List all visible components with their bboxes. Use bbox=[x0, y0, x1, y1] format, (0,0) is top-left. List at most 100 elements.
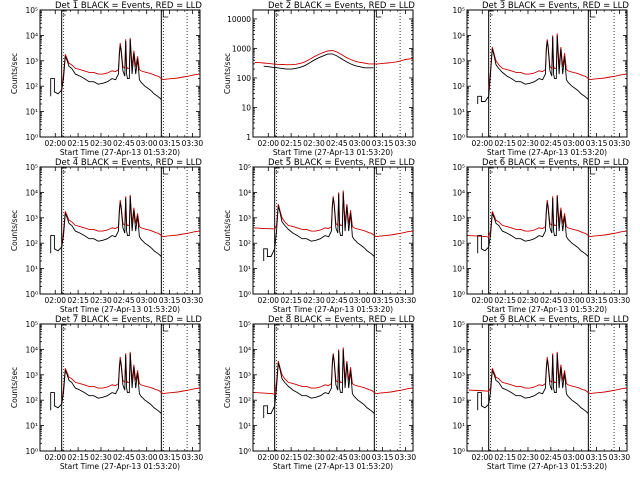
y-tick-label: 10⁵ bbox=[238, 163, 251, 172]
y-tick-label: 10¹ bbox=[238, 422, 251, 431]
y-tick-label: 10⁵ bbox=[25, 163, 38, 172]
y-ticks bbox=[253, 9, 413, 138]
x-tick-label: 03:00 bbox=[563, 453, 585, 462]
marker-flag bbox=[275, 10, 280, 16]
y-ticks bbox=[40, 167, 200, 295]
x-tick-label: 02:15 bbox=[280, 296, 302, 305]
x-axis-label: Start Time (27-Apr-13 01:53:20) bbox=[60, 462, 180, 471]
marker-flag bbox=[62, 324, 67, 330]
x-tick-label: 03:15 bbox=[372, 453, 394, 462]
panel-title: Det 5̅ BLACK = Events, RED = LLD bbox=[268, 156, 415, 168]
y-tick-label: 10² bbox=[25, 239, 38, 248]
y-axis-label: Counts/sec bbox=[10, 53, 19, 94]
x-tick-label: 03:00 bbox=[563, 296, 585, 305]
x-tick-label: 02:30 bbox=[517, 453, 539, 462]
x-tick-label: 02:30 bbox=[303, 296, 325, 305]
marker-flag bbox=[62, 10, 67, 16]
plot-frame bbox=[252, 323, 414, 452]
panel-det2: Det 2̅ BLACK = Events, RED = LLD 1 10 100 10… bbox=[223, 0, 416, 157]
y-tick-label: 10² bbox=[25, 396, 38, 405]
marker-flag bbox=[62, 167, 67, 173]
plot-frame bbox=[466, 323, 628, 452]
x-tick-label: 03:15 bbox=[586, 139, 608, 148]
x-tick-label: 02:30 bbox=[90, 296, 112, 305]
y-tick-label: 10¹ bbox=[238, 265, 251, 274]
y-tick-label: 10⁵ bbox=[25, 320, 38, 329]
x-tick-label: 03:00 bbox=[349, 139, 371, 148]
series-line-lld bbox=[468, 194, 627, 238]
x-tick-label: 03:30 bbox=[609, 139, 631, 148]
marker-flag bbox=[589, 10, 596, 18]
panel-title: Det 4̅ BLACK = Events, RED = LLD bbox=[55, 156, 202, 168]
y-tick-label: 10¹ bbox=[25, 108, 38, 117]
x-axis-label: Start Time (27-Apr-13 01:53:20) bbox=[60, 148, 180, 157]
y-ticks bbox=[253, 324, 413, 452]
x-tick-label: 03:30 bbox=[609, 453, 631, 462]
y-axis-label: Counts/sec bbox=[223, 367, 232, 408]
y-tick-label: 10⁴ bbox=[452, 31, 465, 40]
y-axis-label: Counts/sec bbox=[10, 367, 19, 408]
x-tick-label: 03:15 bbox=[372, 296, 394, 305]
y-tick-label: 10⁵ bbox=[452, 163, 465, 172]
x-tick-label: 03:15 bbox=[159, 296, 181, 305]
y-tick-label: 1 bbox=[246, 133, 251, 142]
y-tick-label: 10⁴ bbox=[238, 188, 251, 197]
y-tick-label: 1000 bbox=[232, 44, 251, 53]
y-tick-label: 10² bbox=[452, 82, 465, 91]
y-tick-label: 10¹ bbox=[452, 265, 465, 274]
panel-det6: Det 6̅ BLACK = Events, RED = LLD 10⁰ 10¹ 10… bbox=[452, 156, 630, 314]
series-line-events bbox=[263, 349, 375, 418]
marker-flag bbox=[589, 167, 596, 175]
x-tick-label: 02:30 bbox=[90, 139, 112, 148]
plot-frame bbox=[466, 166, 628, 295]
y-tick-label: 10³ bbox=[452, 371, 465, 380]
x-tick-label: 02:15 bbox=[280, 139, 302, 148]
x-tick-label: 02:45 bbox=[326, 296, 348, 305]
x-tick-label: 03:00 bbox=[563, 139, 585, 148]
x-tick-label: 02:00 bbox=[44, 139, 66, 148]
x-tick-label: 02:15 bbox=[67, 139, 89, 148]
x-tick-label: 03:30 bbox=[182, 453, 204, 462]
y-ticks bbox=[467, 10, 627, 138]
x-tick-label: 03:00 bbox=[136, 139, 158, 148]
y-axis-label: Counts/sec bbox=[223, 53, 232, 94]
series-line-lld bbox=[254, 347, 413, 395]
marker-flag bbox=[275, 324, 280, 330]
x-tick-label: 03:00 bbox=[136, 296, 158, 305]
x-tick-label: 02:15 bbox=[494, 139, 516, 148]
x-tick-label: 02:00 bbox=[471, 453, 493, 462]
x-axis-label: Start Time (27-Apr-13 01:53:20) bbox=[273, 148, 393, 157]
panel-title: Det 1̅ BLACK = Events, RED = LLD bbox=[55, 0, 202, 11]
plot-frame bbox=[252, 9, 414, 138]
y-tick-label: 10⁰ bbox=[25, 133, 38, 142]
series-line-events bbox=[477, 353, 589, 414]
y-tick-label: 10⁴ bbox=[25, 188, 38, 197]
y-tick-label: 10³ bbox=[452, 57, 465, 66]
x-tick-label: 02:45 bbox=[113, 296, 135, 305]
marker-flag bbox=[589, 324, 596, 332]
y-tick-label: 10⁵ bbox=[238, 320, 251, 329]
x-tick-label: 03:15 bbox=[159, 453, 181, 462]
y-tick-label: 10¹ bbox=[452, 108, 465, 117]
panel-title: Det 8̅ BLACK = Events, RED = LLD bbox=[268, 313, 415, 325]
y-ticks bbox=[40, 10, 200, 138]
x-tick-label: 02:00 bbox=[471, 139, 493, 148]
x-tick-label: 02:45 bbox=[540, 296, 562, 305]
marker-flag bbox=[489, 167, 494, 173]
plot-frame bbox=[252, 166, 414, 295]
plot-frame bbox=[39, 9, 201, 138]
y-tick-label: 10000 bbox=[227, 15, 251, 24]
panel-title: Det 6̅ BLACK = Events, RED = LLD bbox=[482, 156, 629, 168]
y-tick-label: 10² bbox=[25, 82, 38, 91]
series-line-events bbox=[50, 196, 162, 257]
y-tick-label: 10⁰ bbox=[452, 290, 465, 299]
y-tick-label: 10⁵ bbox=[25, 6, 38, 15]
x-tick-label: 02:30 bbox=[303, 139, 325, 148]
y-tick-label: 10³ bbox=[25, 214, 38, 223]
x-tick-label: 02:00 bbox=[471, 296, 493, 305]
y-tick-label: 10² bbox=[238, 239, 251, 248]
x-tick-label: 03:30 bbox=[395, 296, 417, 305]
plot-frame bbox=[39, 166, 201, 295]
marker-flag bbox=[375, 324, 382, 332]
